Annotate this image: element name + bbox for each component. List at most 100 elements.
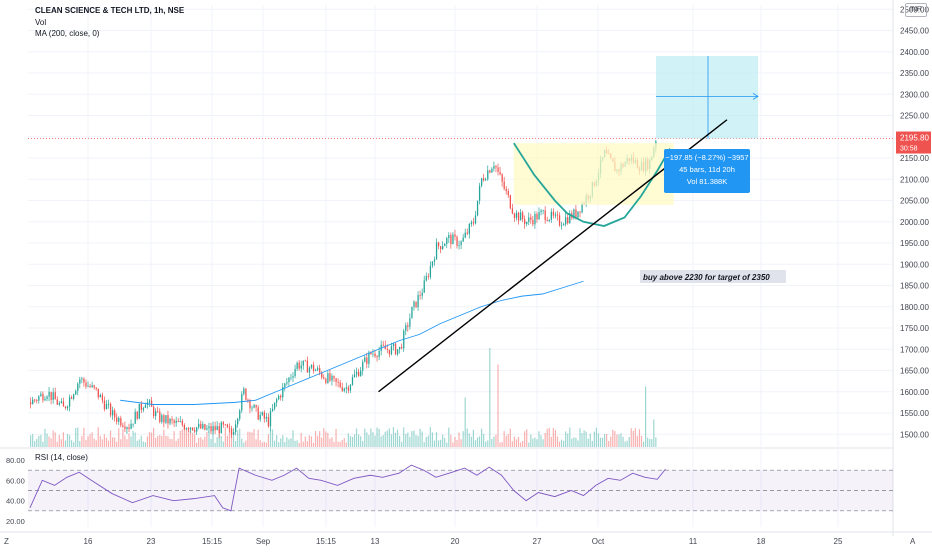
volume-bar bbox=[417, 435, 419, 447]
candle-body bbox=[442, 246, 444, 250]
candle-body bbox=[558, 215, 561, 226]
candle-body bbox=[185, 428, 188, 430]
candle-body bbox=[130, 423, 132, 429]
volume-bar bbox=[513, 436, 515, 447]
volume-bar bbox=[68, 435, 71, 447]
volume-bar bbox=[487, 440, 489, 447]
candle-body bbox=[513, 213, 516, 218]
candle-body bbox=[581, 203, 583, 213]
volume-bar bbox=[495, 434, 497, 447]
volume-bar bbox=[263, 441, 265, 447]
volume-bar bbox=[194, 434, 196, 447]
candle-body bbox=[46, 396, 48, 399]
symbol-title: CLEAN SCIENCE & TECH LTD, 1h, NSE bbox=[35, 6, 185, 15]
volume-bar bbox=[163, 429, 165, 447]
y-tick-label: 2100.00 bbox=[900, 175, 929, 184]
candle-body bbox=[150, 400, 153, 407]
cup-zone bbox=[513, 143, 674, 205]
candle-body bbox=[239, 410, 241, 419]
candle-body bbox=[454, 234, 456, 237]
candle-body bbox=[71, 397, 73, 399]
candle-body bbox=[32, 399, 34, 405]
candle-body bbox=[544, 210, 546, 221]
bar-countdown: 30:58 bbox=[900, 146, 918, 153]
volume-bar bbox=[276, 435, 278, 447]
candle-body bbox=[48, 391, 50, 397]
candle-body bbox=[440, 246, 442, 250]
volume-bar bbox=[300, 433, 302, 447]
volume-bar bbox=[73, 442, 75, 447]
candle-body bbox=[237, 418, 239, 425]
volume-bar bbox=[620, 433, 622, 447]
volume-bar bbox=[97, 427, 99, 447]
volume-bar bbox=[636, 435, 638, 447]
candle-body bbox=[423, 280, 425, 293]
volume-bar bbox=[532, 438, 534, 447]
y-tick-label: 1550.00 bbox=[900, 409, 929, 418]
volume-bar bbox=[167, 435, 169, 447]
candle-body bbox=[183, 425, 186, 430]
y-tick-label: 1850.00 bbox=[900, 282, 929, 291]
x-tick-label: 15:15 bbox=[316, 537, 337, 546]
candle-body bbox=[114, 410, 116, 418]
candle-body bbox=[73, 394, 75, 399]
volume-bar bbox=[253, 429, 255, 447]
candle-body bbox=[40, 393, 42, 397]
x-tick-label: 27 bbox=[533, 537, 542, 546]
volume-bar bbox=[601, 437, 604, 447]
volume-bar bbox=[58, 435, 60, 447]
candle-body bbox=[312, 364, 315, 371]
volume-bar bbox=[526, 429, 528, 447]
volume-bar bbox=[565, 431, 567, 447]
volume-bar bbox=[60, 439, 62, 447]
candle-body bbox=[319, 368, 321, 373]
volume-bar bbox=[460, 439, 462, 447]
candle-body bbox=[257, 407, 259, 420]
y-tick-label: 2250.00 bbox=[900, 112, 929, 121]
volume-bar bbox=[107, 440, 110, 447]
candle-body bbox=[314, 370, 317, 371]
volume-bar bbox=[577, 440, 579, 447]
volume-bar bbox=[32, 434, 34, 447]
volume-bar bbox=[218, 433, 220, 447]
volume-bar bbox=[474, 440, 477, 447]
candle-body bbox=[68, 397, 71, 407]
volume-bar bbox=[105, 437, 108, 447]
measure-line-1: −197.85 (−8.27%) −3957 bbox=[665, 153, 748, 162]
volume-bar bbox=[468, 433, 470, 447]
volume-bar bbox=[273, 440, 276, 447]
volume-bar bbox=[204, 436, 206, 447]
candle-body bbox=[200, 423, 202, 429]
volume-bar bbox=[251, 432, 253, 447]
candle-body bbox=[495, 165, 497, 168]
volume-bar bbox=[122, 428, 124, 447]
candle-body bbox=[374, 353, 376, 357]
volume-bar bbox=[450, 434, 452, 447]
target-zone[interactable] bbox=[656, 56, 758, 139]
volume-bar bbox=[83, 427, 85, 447]
currency-badge[interactable]: INR bbox=[905, 3, 927, 17]
candle-body bbox=[493, 165, 495, 169]
volume-bar bbox=[415, 434, 417, 447]
volume-bar bbox=[608, 441, 610, 447]
y-tick-label: 2000.00 bbox=[900, 218, 929, 227]
volume-bar bbox=[560, 439, 563, 447]
volume-bar bbox=[476, 437, 479, 447]
candle-body bbox=[271, 408, 274, 412]
candle-body bbox=[522, 212, 524, 220]
candle-body bbox=[323, 377, 325, 379]
volume-bar bbox=[569, 427, 571, 447]
volume-bar bbox=[571, 438, 573, 447]
candle-body bbox=[153, 406, 155, 416]
candle-body bbox=[87, 385, 89, 387]
annotation-text: buy above 2230 for target of 2350 bbox=[643, 273, 770, 282]
volume-bar bbox=[403, 427, 405, 447]
candle-body bbox=[85, 382, 87, 387]
candle-body bbox=[573, 209, 575, 219]
candle-body bbox=[563, 224, 565, 226]
volume-bar bbox=[503, 431, 505, 447]
volume-bar bbox=[247, 431, 249, 447]
volume-bar bbox=[177, 438, 179, 447]
